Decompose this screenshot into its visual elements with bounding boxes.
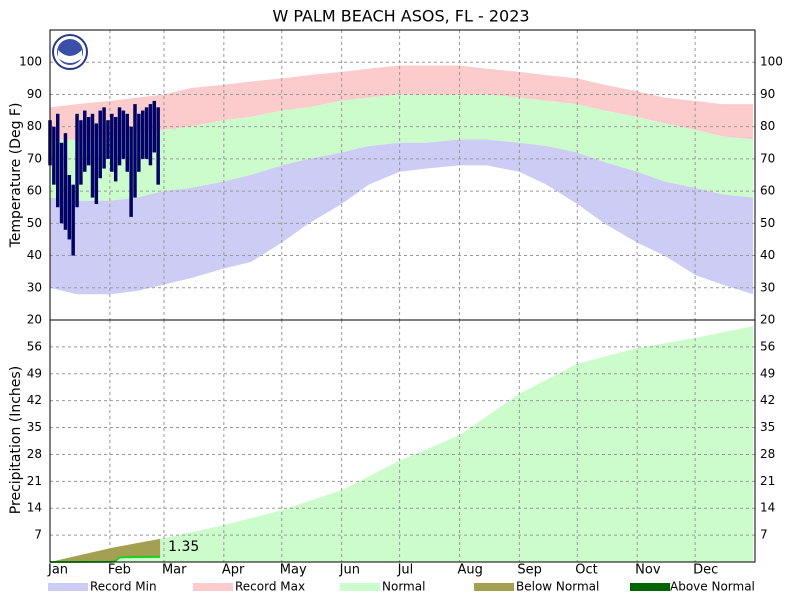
- x-tick-label: Jul: [397, 563, 414, 578]
- y-tick-label: 60: [27, 184, 42, 198]
- y-tick-label: 80: [760, 119, 775, 133]
- observed-temp-bar: [71, 184, 75, 256]
- observed-temp-bar: [121, 110, 126, 159]
- chart-title: W PALM BEACH ASOS, FL - 2023: [272, 7, 529, 26]
- observed-temp-bar: [90, 113, 95, 198]
- y-tick-label: 70: [27, 151, 42, 165]
- record-max-band: [50, 65, 754, 140]
- plots: 20 20 30 30 40 40 50 50 60 60 70 70 80 80 90 90 100 100 7 7…: [19, 29, 783, 594]
- legend-label: Record Max: [235, 580, 305, 594]
- observed-temp-bar: [137, 113, 141, 172]
- y-tick-label: 14: [27, 501, 42, 515]
- observed-temp-bar: [63, 133, 68, 230]
- y-tick-label: 42: [760, 393, 775, 407]
- x-tick-label: May: [280, 563, 307, 578]
- y-tick-label: 56: [760, 339, 775, 353]
- x-tick-label: Mar: [162, 563, 187, 578]
- x-tick-label: Oct: [575, 563, 597, 578]
- y-tick-label: 30: [27, 280, 42, 294]
- legend-swatch: [48, 583, 88, 591]
- y-tick-label: 21: [27, 474, 42, 488]
- legend-label: Above Normal: [670, 580, 755, 594]
- plot-border: [49, 319, 756, 563]
- observed-temp-bar: [156, 107, 160, 185]
- y-tick-label: 35: [760, 420, 775, 434]
- data-label: 1.35: [168, 539, 199, 555]
- y-tick-label: 80: [27, 119, 42, 133]
- y-tick-label: 7: [34, 528, 42, 542]
- observed-temp-bar: [144, 107, 149, 159]
- y-tick-label: 49: [27, 366, 42, 380]
- x-tick-label: Jun: [339, 563, 360, 578]
- y-tick-label: 50: [27, 216, 42, 230]
- y-tick-label: 20: [27, 313, 42, 327]
- legend-label: Normal: [382, 580, 425, 594]
- y-tick-label: 40: [27, 248, 42, 262]
- y-tick-label: 14: [760, 501, 775, 515]
- y-tick-label: 40: [760, 248, 775, 262]
- legend-swatch: [630, 583, 670, 591]
- y-tick-label: 60: [760, 184, 775, 198]
- logo: [52, 34, 88, 70]
- y-tick-label: 21: [760, 474, 775, 488]
- x-tick-label: Feb: [108, 563, 131, 578]
- legend-label: Below Normal: [516, 580, 599, 594]
- y-tick-label: 90: [27, 87, 42, 101]
- observed-temp-bar: [52, 126, 56, 185]
- y-tick-label: 7: [760, 528, 768, 542]
- observed-temp-bar: [148, 104, 153, 166]
- logo-bird: [58, 50, 82, 63]
- y-tick-label: 20: [760, 313, 775, 327]
- legend-swatch: [340, 583, 380, 591]
- y-tick-label: 56: [27, 339, 42, 353]
- observed-temp-bar: [83, 110, 87, 172]
- y-tick-label: 50: [760, 216, 775, 230]
- observed-temp-bar: [94, 123, 99, 204]
- observed-temp-bar: [98, 110, 102, 179]
- observed-temp-bar: [106, 120, 110, 159]
- observed-temp-bar: [102, 107, 106, 169]
- y-tick-label: 28: [27, 447, 42, 461]
- observed-temp-bar: [59, 142, 64, 224]
- observed-temp-bar: [152, 100, 157, 153]
- observed-temp-bar: [133, 104, 137, 198]
- y-tick-label: 28: [760, 447, 775, 461]
- y-axis-label: Temperature (Deg F): [8, 103, 24, 249]
- y-tick-label: 90: [760, 87, 775, 101]
- legend-label: Record Min: [90, 580, 157, 594]
- x-tick-label: Dec: [693, 563, 718, 578]
- x-tick-label: Sep: [517, 563, 542, 578]
- legend-swatch: [474, 583, 514, 591]
- x-tick-label: Aug: [457, 563, 482, 578]
- x-tick-label: Jan: [47, 563, 68, 578]
- observed-temp-bar: [140, 110, 145, 159]
- observed-temp-bar: [110, 113, 114, 172]
- y-tick-label: 100: [760, 55, 783, 69]
- legend-swatch: [193, 583, 233, 591]
- y-tick-label: 49: [760, 366, 775, 380]
- y-axis-label: Precipitation (Inches): [8, 366, 24, 514]
- observed-temp-bar: [79, 120, 83, 185]
- observed-temp-bar: [113, 117, 118, 182]
- y-tick-label: 42: [27, 393, 42, 407]
- y-tick-label: 30: [760, 280, 775, 294]
- normal-precip-area: [50, 326, 754, 562]
- x-tick-label: Nov: [635, 563, 661, 578]
- observed-temp-bar: [125, 113, 129, 172]
- observed-temp-bar: [129, 126, 133, 217]
- observed-temp-bar: [117, 107, 122, 166]
- observed-temp-bar: [55, 113, 60, 208]
- observed-temp-bar: [86, 117, 91, 166]
- y-tick-label: 100: [19, 55, 42, 69]
- y-tick-label: 35: [27, 420, 42, 434]
- observed-temp-bar: [67, 175, 72, 240]
- x-tick-label: Apr: [222, 563, 245, 578]
- y-tick-label: 70: [760, 151, 775, 165]
- observed-temp-bar: [75, 113, 79, 208]
